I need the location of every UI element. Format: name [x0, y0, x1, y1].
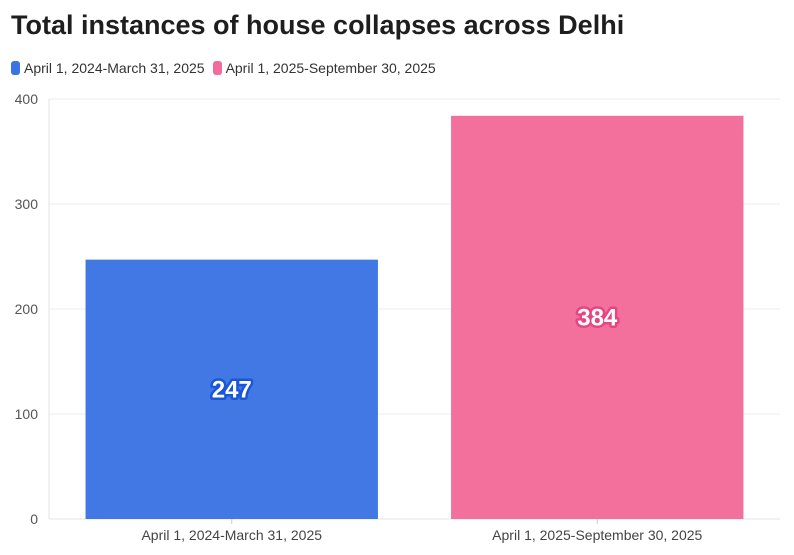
legend-label-2025: April 1, 2025-September 30, 2025: [225, 60, 436, 76]
legend-swatch-2025: [212, 61, 222, 75]
x-tick-label-2: April 1, 2025-September 30, 2025: [492, 527, 702, 543]
bar-1: [85, 259, 378, 519]
data-label-2: 384: [577, 304, 618, 331]
x-tick-label-1: April 1, 2024-March 31, 2025: [141, 527, 322, 543]
y-tick-label-400: 400: [15, 91, 39, 107]
y-tick-label-100: 100: [15, 406, 39, 422]
bars: [85, 115, 744, 520]
data-labels: 247 384: [209, 302, 620, 406]
y-tick-label-0: 0: [30, 511, 38, 527]
y-axis-ticks: 0 100 200 300 400: [15, 91, 39, 527]
bar-2: [451, 115, 744, 520]
y-tick-label-300: 300: [15, 196, 39, 212]
legend: April 1, 2024-March 31, 2025 April 1, 20…: [11, 60, 444, 76]
chart-title: Total instances of house collapses acros…: [11, 10, 625, 40]
data-label-1: 247: [212, 376, 252, 403]
legend-label-2024-2025: April 1, 2024-March 31, 2025: [24, 60, 205, 76]
y-tick-label-200: 200: [15, 301, 39, 317]
legend-item-2024-2025[interactable]: April 1, 2024-March 31, 2025: [11, 60, 205, 76]
legend-item-2025[interactable]: April 1, 2025-September 30, 2025: [212, 60, 436, 76]
x-axis-ticks: April 1, 2024-March 31, 2025 April 1, 202…: [141, 519, 703, 543]
legend-swatch-2024-2025: [11, 61, 20, 75]
